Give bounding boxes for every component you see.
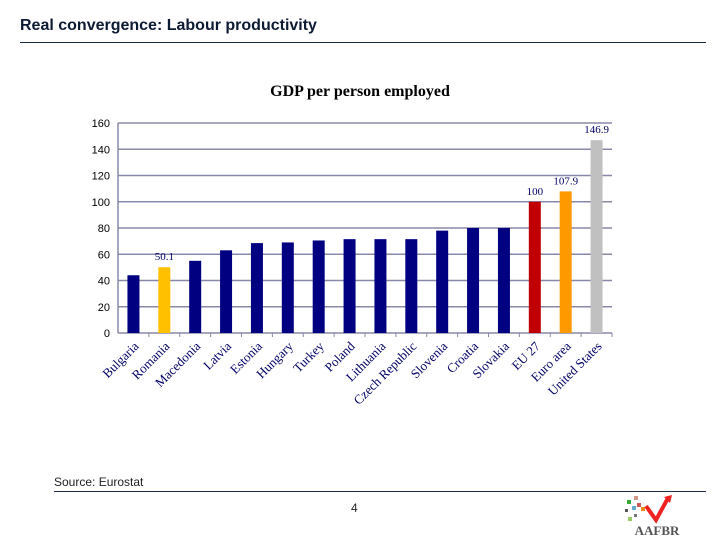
bar-poland	[343, 239, 356, 333]
data-label: 107.9	[553, 175, 578, 187]
y-tick-label: 20	[98, 302, 110, 314]
bar-latvia	[220, 250, 233, 333]
footer-divider	[54, 491, 706, 492]
y-tick-label: 80	[98, 223, 110, 235]
bar-lithuania	[374, 239, 387, 333]
y-tick-label: 100	[92, 197, 110, 209]
y-tick-label: 0	[104, 328, 110, 340]
y-tick-label: 160	[92, 118, 110, 130]
y-tick-label: 120	[92, 171, 110, 183]
bar-romania	[158, 267, 171, 333]
title-divider	[20, 42, 706, 43]
bar-slovenia	[436, 230, 449, 333]
y-tick-label: 60	[98, 249, 110, 261]
data-label: 50.1	[155, 251, 174, 263]
bar-united-states	[590, 140, 603, 333]
y-tick-label: 40	[98, 276, 110, 288]
data-label: 146.9	[584, 124, 609, 136]
y-tick-label: 140	[92, 144, 110, 156]
bar-euro-area	[559, 191, 572, 333]
x-tick-label: Turkey	[290, 338, 327, 375]
bar-turkey	[312, 240, 325, 333]
bar-croatia	[467, 228, 480, 333]
chart-title: GDP per person employed	[270, 83, 450, 100]
source-note: Source: Eurostat	[54, 475, 144, 489]
aafbr-logo: AAFBR	[625, 495, 680, 537]
svg-text:AAFBR: AAFBR	[635, 523, 680, 537]
page-number: 4	[351, 501, 358, 515]
bar-hungary	[281, 242, 294, 333]
slide-title: Real convergence: Labour productivity	[20, 17, 317, 34]
bar-chart: GDP per person employed 0 20 40 60 80 100 120 1…	[92, 83, 613, 408]
bar-slovakia	[497, 228, 510, 333]
bar-bulgaria	[127, 275, 140, 333]
bar-czech-republic	[405, 239, 418, 333]
bar-eu-27	[528, 201, 541, 333]
data-label: 100	[527, 186, 544, 198]
bar-estonia	[250, 243, 263, 333]
bar-macedonia	[189, 260, 202, 333]
